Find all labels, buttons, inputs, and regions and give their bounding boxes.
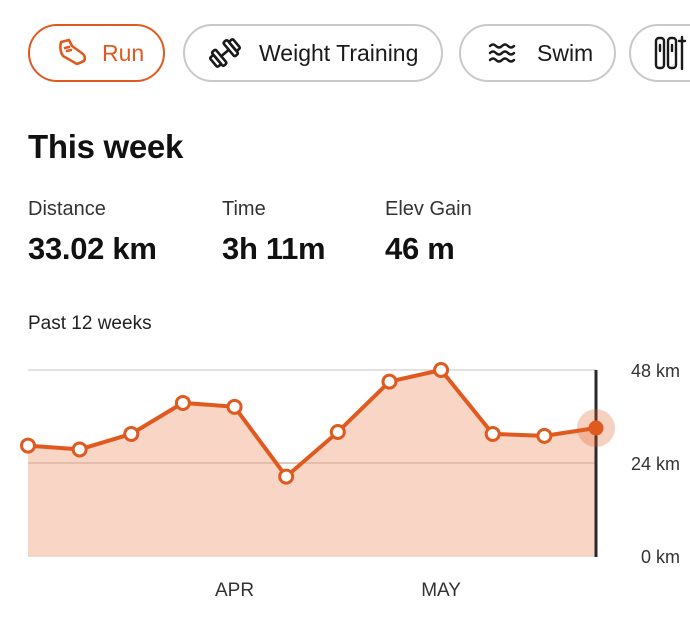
y-tick-label: 48 km — [631, 361, 680, 381]
stat-distance: Distance 33.02 km — [28, 198, 157, 267]
data-point[interactable] — [381, 373, 398, 390]
tab-run-label: Run — [102, 39, 145, 66]
series-line — [27, 368, 597, 479]
data-point[interactable] — [20, 437, 36, 454]
data-point[interactable] — [123, 425, 140, 442]
tab-weight-training-label: Weight Training — [259, 39, 419, 66]
stat-elev-gain-value: 46 m — [385, 231, 455, 266]
data-point[interactable] — [226, 398, 243, 415]
waves-icon — [483, 33, 523, 73]
x-tick-label: APR — [215, 580, 254, 601]
tab-ski[interactable] — [629, 24, 690, 82]
data-point[interactable] — [433, 362, 450, 378]
data-point-current[interactable] — [588, 420, 604, 436]
chart-caption: Past 12 weeks — [28, 313, 152, 334]
stat-elev-gain: Elev Gain 46 m — [385, 198, 472, 267]
stat-distance-value: 33.02 km — [28, 231, 157, 266]
weekly-distance-chart[interactable]: 48 km 24 km 0 km APR MAY — [0, 350, 690, 620]
tab-weight-training[interactable]: Weight Training — [183, 24, 443, 82]
stat-distance-label: Distance — [28, 198, 106, 220]
x-tick-label: MAY — [421, 580, 461, 601]
data-point[interactable] — [484, 425, 501, 442]
page-title: This week — [28, 128, 184, 165]
y-tick-label: 24 km — [631, 454, 680, 474]
data-point[interactable] — [329, 424, 346, 440]
tab-run[interactable]: Run — [28, 24, 165, 82]
data-point[interactable] — [174, 394, 191, 411]
y-tick-label: 0 km — [641, 547, 680, 567]
data-point[interactable] — [71, 441, 88, 458]
tab-swim[interactable]: Swim — [459, 24, 616, 82]
data-point[interactable] — [536, 427, 553, 444]
data-point[interactable] — [278, 468, 295, 485]
stat-elev-gain-label: Elev Gain — [385, 198, 472, 220]
stat-time: Time 3h 11m — [222, 198, 326, 267]
dumbbell-icon — [205, 33, 245, 73]
shoe-icon — [52, 33, 92, 73]
stat-time-value: 3h 11m — [222, 231, 326, 266]
ski-icon — [649, 33, 689, 73]
stat-time-label: Time — [222, 198, 266, 220]
activity-tabs: Run Weight Training — [0, 0, 690, 110]
tab-swim-label: Swim — [537, 39, 594, 66]
